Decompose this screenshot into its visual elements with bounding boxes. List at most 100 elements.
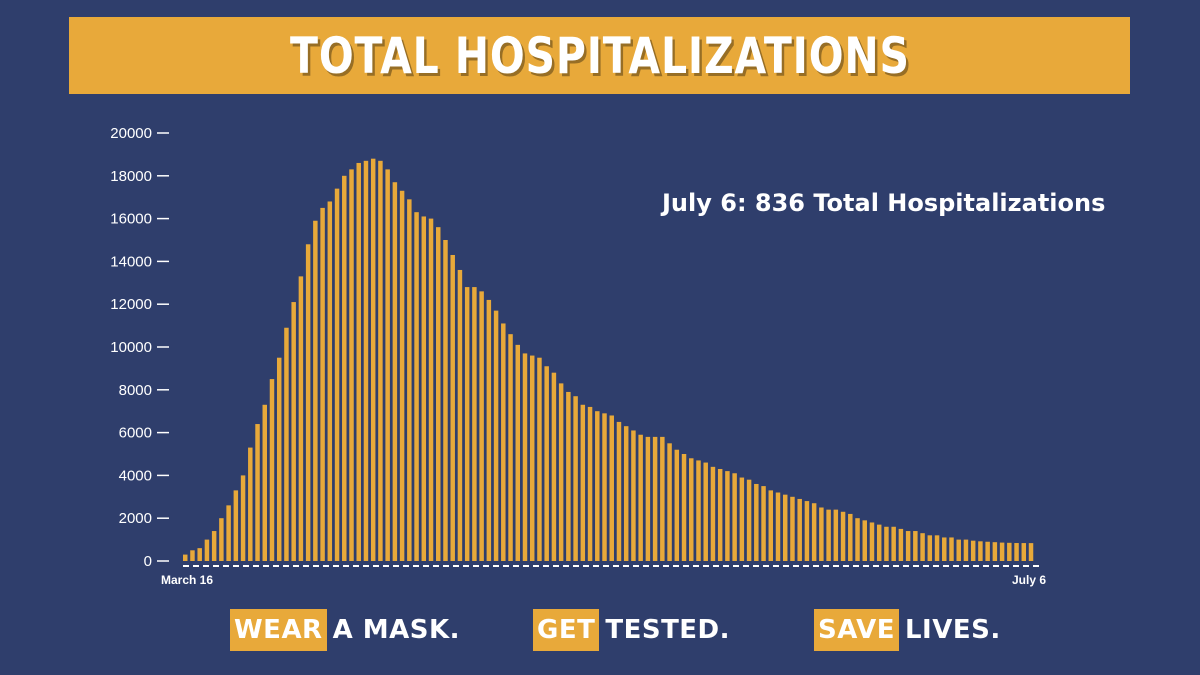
bar <box>305 244 311 561</box>
bar <box>334 188 340 561</box>
bar <box>761 486 766 561</box>
bar <box>631 430 636 561</box>
bar <box>313 220 318 562</box>
bar <box>356 162 361 561</box>
bar <box>746 479 752 561</box>
bar <box>768 490 774 561</box>
bar <box>298 276 304 561</box>
bar <box>240 475 246 561</box>
hospitalizations-chart: 0 2000 4000 6000 8000 10000 12000 14000 16000 180… <box>110 125 1105 587</box>
x-start-label: March 16 <box>161 573 213 587</box>
slogan-get-tested: GET TESTED. <box>533 606 730 654</box>
bar <box>840 511 846 561</box>
bar <box>464 287 470 561</box>
bar <box>529 355 535 561</box>
bar <box>833 509 839 561</box>
bar <box>472 287 477 561</box>
bar <box>934 535 940 561</box>
bar <box>855 518 860 561</box>
y-tick-label: 12000 <box>110 296 152 313</box>
bar <box>876 524 882 561</box>
bar <box>985 541 990 561</box>
bar <box>956 539 961 561</box>
y-tick-label: 0 <box>144 553 152 570</box>
bar <box>602 413 607 561</box>
bar <box>913 531 918 561</box>
bar <box>262 404 267 561</box>
bar <box>949 537 954 561</box>
bar <box>703 462 708 561</box>
slogan-highlight: WEAR <box>230 609 327 651</box>
x-end-label: July 6 <box>1012 573 1046 587</box>
bar <box>978 541 983 561</box>
bar <box>436 227 441 561</box>
slogan-text: LIVES. <box>904 615 1001 645</box>
bar <box>349 169 354 561</box>
bar <box>587 406 593 561</box>
bar <box>219 518 224 561</box>
bar <box>226 505 231 561</box>
bar <box>558 383 564 561</box>
bar <box>501 323 506 561</box>
bar <box>370 158 376 561</box>
bar <box>204 539 210 561</box>
bar <box>580 404 586 561</box>
bar <box>183 554 188 561</box>
bar <box>891 526 896 561</box>
bar <box>537 357 542 561</box>
bar <box>190 550 195 561</box>
chart-title: TOTAL HOSPITALIZATIONS <box>289 26 910 85</box>
y-tick-label: 20000 <box>110 125 152 142</box>
y-tick-label: 18000 <box>110 168 152 185</box>
bar <box>428 218 434 561</box>
y-tick-label: 8000 <box>119 382 152 399</box>
bar <box>522 353 528 561</box>
bar <box>920 533 925 561</box>
y-tick-label: 10000 <box>110 339 152 356</box>
bar <box>623 426 629 561</box>
bar <box>551 372 557 561</box>
bars <box>183 158 1034 562</box>
bar <box>378 160 383 561</box>
slogan-highlight: GET <box>533 609 600 651</box>
bar <box>1021 543 1027 561</box>
bar <box>667 443 672 561</box>
bar <box>609 415 614 561</box>
bar <box>1014 543 1019 561</box>
bar <box>443 240 448 561</box>
slogan-highlight: SAVE <box>814 609 899 651</box>
bar <box>595 411 600 561</box>
bar <box>363 160 369 561</box>
bar <box>848 513 853 561</box>
bar <box>197 548 202 561</box>
bar <box>479 291 484 561</box>
bar <box>689 458 694 561</box>
title-banner: TOTAL HOSPITALIZATIONS <box>69 17 1130 94</box>
bar <box>862 520 867 561</box>
bar <box>869 522 875 561</box>
bar <box>276 357 282 561</box>
bar <box>652 436 658 561</box>
bar <box>638 434 643 561</box>
slogan-save-lives: SAVE LIVES. <box>814 606 1001 654</box>
footer-slogans: WEAR A MASK. GET TESTED. SAVE LIVES. <box>0 606 1200 654</box>
bar <box>782 494 788 561</box>
bar <box>970 540 976 561</box>
bar <box>754 483 759 561</box>
bar <box>508 334 513 561</box>
bar <box>457 269 463 561</box>
bar <box>450 254 455 562</box>
bar <box>573 396 578 561</box>
bar <box>269 379 275 561</box>
bar <box>616 421 622 561</box>
slogan-text: A MASK. <box>332 615 461 645</box>
y-axis: 0 2000 4000 6000 8000 10000 12000 14000 16000 180… <box>110 125 169 570</box>
bar <box>1028 543 1034 561</box>
bar <box>797 498 802 561</box>
bar <box>804 501 810 561</box>
bar <box>248 447 253 561</box>
bar <box>211 531 217 561</box>
bar <box>385 169 390 561</box>
bar <box>421 216 427 561</box>
bar <box>327 201 333 562</box>
